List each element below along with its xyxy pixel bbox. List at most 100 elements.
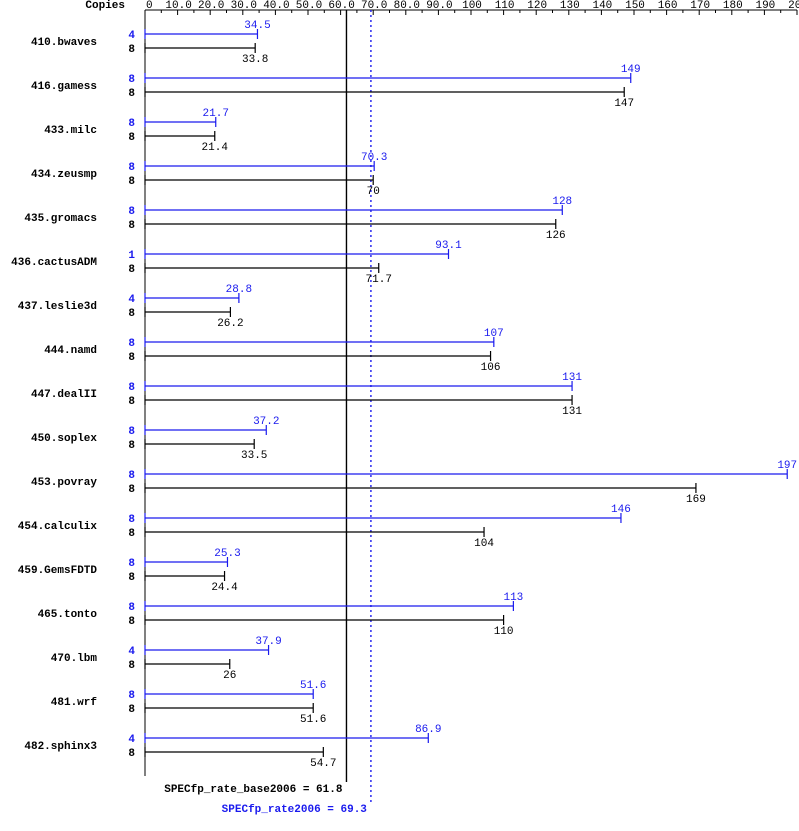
x-tick-label: 170	[690, 0, 710, 12]
benchmark-name: 465.tonto	[38, 609, 98, 621]
x-tick-label: 190	[755, 0, 775, 12]
x-tick-label: 50.0	[296, 0, 322, 12]
copies-base: 8	[128, 132, 135, 144]
x-tick-label: 140	[592, 0, 612, 12]
x-tick-label: 30.0	[231, 0, 257, 12]
copies-peak: 8	[128, 558, 135, 570]
benchmark-name: 459.GemsFDTD	[18, 565, 98, 577]
copies-base: 8	[128, 352, 135, 364]
peak-value: 37.9	[255, 636, 281, 648]
benchmark-name: 444.namd	[44, 345, 97, 357]
benchmark-name: 454.calculix	[18, 521, 98, 533]
base-value: 70	[367, 186, 380, 198]
copies-base: 8	[128, 308, 135, 320]
x-tick-label: 10.0	[165, 0, 191, 12]
base-value: 110	[494, 626, 514, 638]
copies-base: 8	[128, 572, 135, 584]
peak-value: 37.2	[253, 416, 279, 428]
copies-peak: 4	[128, 734, 135, 746]
copies-base: 8	[128, 748, 135, 760]
base-value: 104	[474, 538, 494, 550]
x-tick-label: 70.0	[361, 0, 387, 12]
copies-peak: 4	[128, 294, 135, 306]
copies-peak: 8	[128, 162, 135, 174]
copies-peak: 8	[128, 206, 135, 218]
summary-base: SPECfp_rate_base2006 = 61.8	[164, 784, 343, 796]
benchmark-name: 410.bwaves	[31, 37, 97, 49]
x-tick-label: 20.0	[198, 0, 224, 12]
benchmark-name: 450.soplex	[31, 433, 97, 445]
peak-value: 149	[621, 64, 641, 76]
peak-value: 51.6	[300, 680, 326, 692]
x-tick-label: 160	[658, 0, 678, 12]
x-tick-label: 100	[462, 0, 482, 12]
base-value: 26.2	[217, 318, 243, 330]
peak-value: 70.3	[361, 152, 387, 164]
x-tick-label: 80.0	[394, 0, 420, 12]
x-tick-label: 150	[625, 0, 645, 12]
peak-value: 107	[484, 328, 504, 340]
benchmark-name: 433.milc	[44, 125, 97, 137]
peak-value: 34.5	[244, 20, 270, 32]
base-value: 147	[614, 98, 634, 110]
base-value: 33.8	[242, 54, 268, 66]
x-tick-label: 60.0	[328, 0, 354, 12]
copies-base: 8	[128, 220, 135, 232]
x-tick-label: 40.0	[263, 0, 289, 12]
copies-header: Copies	[85, 0, 125, 12]
copies-peak: 8	[128, 690, 135, 702]
base-value: 126	[546, 230, 566, 242]
copies-peak: 8	[128, 426, 135, 438]
x-tick-label: 0	[146, 0, 153, 12]
benchmark-name: 482.sphinx3	[24, 741, 97, 753]
base-value: 106	[481, 362, 501, 374]
x-tick-label: 200	[788, 0, 799, 12]
peak-value: 93.1	[435, 240, 462, 252]
copies-base: 8	[128, 88, 135, 100]
summary-peak: SPECfp_rate2006 = 69.3	[222, 804, 368, 816]
copies-base: 8	[128, 176, 135, 188]
peak-value: 21.7	[203, 108, 229, 120]
benchmark-name: 416.gamess	[31, 81, 97, 93]
copies-peak: 8	[128, 470, 135, 482]
x-tick-label: 120	[527, 0, 547, 12]
spec-rate-chart: 010.020.030.040.050.060.070.080.090.0100…	[0, 0, 799, 831]
base-value: 33.5	[241, 450, 267, 462]
benchmark-name: 436.cactusADM	[11, 257, 97, 269]
benchmark-name: 453.povray	[31, 477, 97, 489]
base-value: 51.6	[300, 714, 326, 726]
copies-peak: 8	[128, 514, 135, 526]
peak-value: 25.3	[214, 548, 240, 560]
benchmark-name: 437.leslie3d	[18, 301, 97, 313]
peak-value: 131	[562, 372, 582, 384]
benchmark-name: 470.lbm	[51, 653, 98, 665]
benchmark-name: 435.gromacs	[24, 213, 97, 225]
copies-base: 8	[128, 396, 135, 408]
benchmark-name: 447.dealII	[31, 389, 97, 401]
copies-peak: 8	[128, 382, 135, 394]
copies-base: 8	[128, 44, 135, 56]
x-tick-label: 130	[560, 0, 580, 12]
base-value: 131	[562, 406, 582, 418]
copies-peak: 4	[128, 646, 135, 658]
base-value: 71.7	[366, 274, 392, 286]
peak-value: 128	[552, 196, 572, 208]
copies-base: 8	[128, 616, 135, 628]
base-value: 26	[223, 670, 236, 682]
base-value: 54.7	[310, 758, 336, 770]
benchmark-name: 434.zeusmp	[31, 169, 97, 181]
copies-peak: 8	[128, 338, 135, 350]
base-value: 21.4	[202, 142, 229, 154]
benchmark-name: 481.wrf	[51, 697, 98, 709]
peak-value: 197	[777, 460, 797, 472]
copies-base: 8	[128, 704, 135, 716]
copies-base: 8	[128, 484, 135, 496]
peak-value: 28.8	[226, 284, 252, 296]
peak-value: 146	[611, 504, 631, 516]
peak-value: 86.9	[415, 724, 441, 736]
x-tick-label: 180	[723, 0, 743, 12]
copies-peak: 4	[128, 30, 135, 42]
copies-base: 8	[128, 440, 135, 452]
copies-base: 8	[128, 660, 135, 672]
copies-peak: 1	[128, 250, 135, 262]
